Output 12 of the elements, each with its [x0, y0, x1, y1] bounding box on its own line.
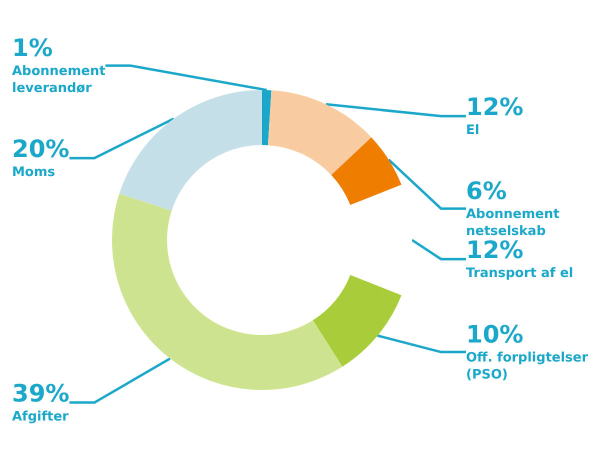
data-label: 10% [466, 320, 524, 349]
slice-label: Afgifter [12, 410, 70, 425]
data-label: 20% [12, 135, 70, 164]
slice-label: Abonnement leverandør [12, 64, 106, 96]
slice-label: Transport af el [466, 266, 574, 282]
slice-label: Moms [12, 165, 56, 180]
data-label: 12% [466, 93, 524, 122]
data-label: 1% [12, 34, 53, 62]
data-label: 6% [466, 177, 507, 206]
slice-label: El [466, 123, 480, 138]
data-label: 39% [12, 380, 70, 408]
slice-label: Off. forpligtelser (PSO) [466, 350, 589, 383]
